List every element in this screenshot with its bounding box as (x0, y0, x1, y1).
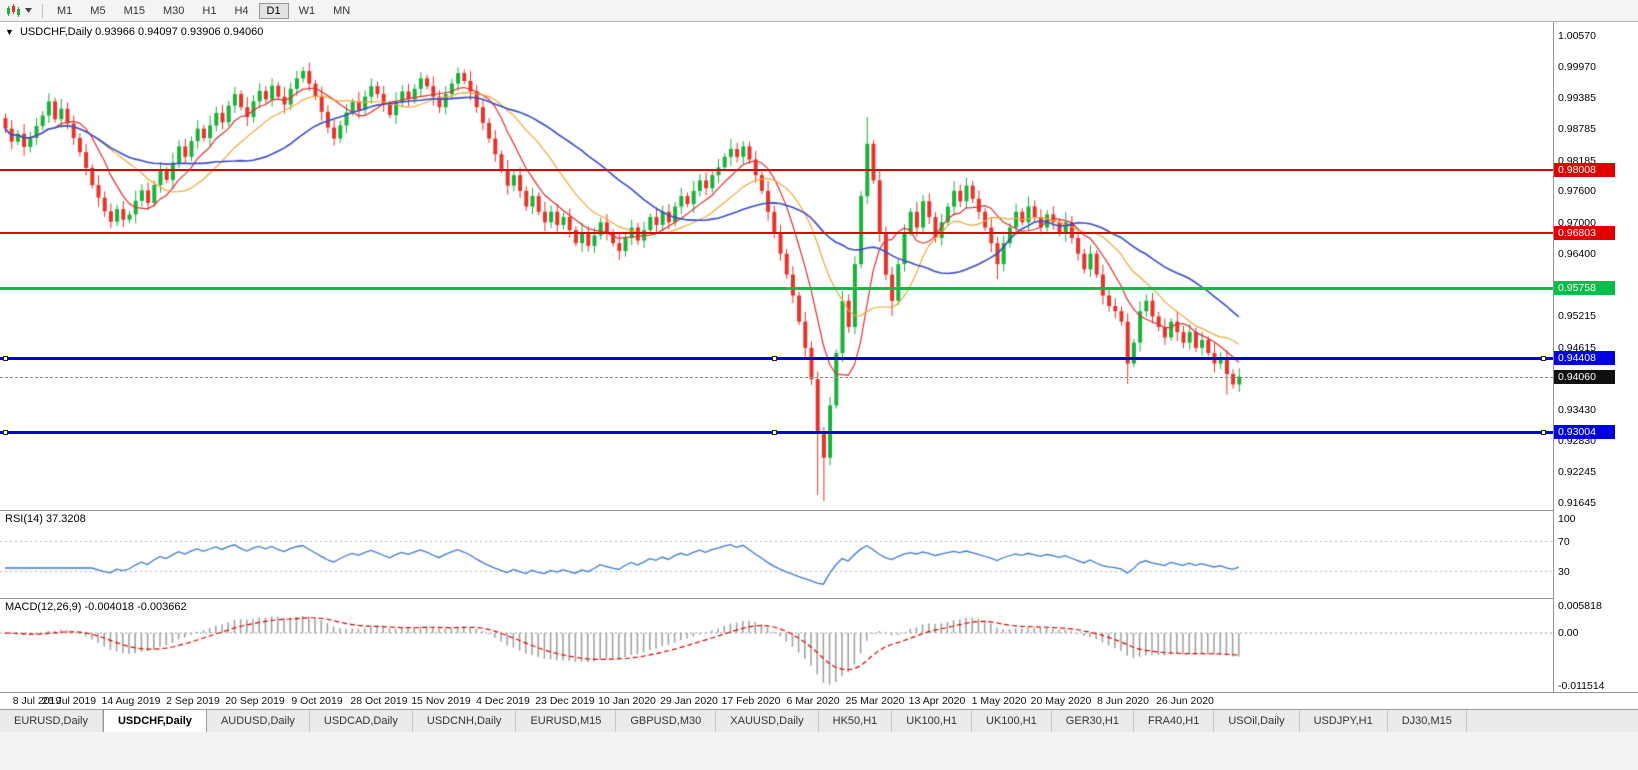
rsi-scale-label: 100 (1558, 513, 1576, 525)
hline-0.96803[interactable] (0, 232, 1553, 235)
date-axis: 8 Jul 2019 26 Jul 2019 14 Aug 2019 2 Sep 20… (0, 692, 1638, 709)
macd-pane-separator[interactable] (0, 598, 1638, 599)
tab-dj30-m15[interactable]: DJ30,M15 (1387, 710, 1467, 732)
current-price-line (0, 376, 1553, 378)
tab-eurusd-m15[interactable]: EURUSD,M15 (516, 710, 617, 732)
x-axis-label: 17 Feb 2020 (721, 695, 781, 707)
x-axis-label: 1 May 2020 (971, 695, 1027, 707)
rsi-scale-label: 70 (1558, 535, 1570, 548)
y-axis-label: 0.96400 (1558, 248, 1596, 261)
tab-usdchf-daily[interactable]: USDCHF,Daily (102, 710, 207, 732)
toolbar-separator (42, 3, 43, 18)
macd-scale-label: -0.011514 (1558, 680, 1605, 693)
y-axis-label: 0.97600 (1558, 185, 1596, 198)
tab-uk100-h1[interactable]: UK100,H1 (972, 710, 1052, 732)
timeframe-M5[interactable]: M5 (90, 4, 106, 17)
x-axis-label: 8 Jul 2019 (12, 695, 62, 707)
x-axis-label: 28 Oct 2019 (350, 695, 408, 707)
line-handle[interactable] (3, 429, 8, 435)
x-axis-label: 15 Nov 2019 (411, 695, 471, 707)
macd-pane-label: MACD(12,26,9) -0.004018 -0.003662 (5, 601, 187, 613)
timeframe-D1[interactable]: D1 (258, 2, 289, 19)
chart-area: ▼ USDCHF,Daily 0.93966 0.94097 0.93906 0… (0, 22, 1638, 709)
tab-xauusd-daily[interactable]: XAUUSD,Daily (716, 710, 819, 732)
tab-usdcnh-daily[interactable]: USDCNH,Daily (412, 710, 517, 732)
macd-scale-label: 0.00 (1558, 627, 1579, 639)
x-axis-label: 25 Mar 2020 (845, 695, 905, 707)
line-handle[interactable] (3, 356, 8, 362)
current-price-badge: 0.94060 (1554, 369, 1615, 384)
line-handle[interactable] (1541, 356, 1546, 362)
hline-0.98008[interactable] (0, 169, 1553, 172)
tab-usoil-daily[interactable]: USOil,Daily (1214, 710, 1300, 732)
price-badge-0.95758: 0.95758 (1554, 280, 1615, 295)
x-axis-label: 26 Jun 2020 (1156, 695, 1214, 707)
y-axis-label: 0.99970 (1558, 61, 1596, 74)
timeframe-MN[interactable]: MN (333, 4, 351, 17)
x-axis-label: 8 Jun 2020 (1097, 695, 1149, 707)
price-badge-0.93004: 0.93004 (1554, 424, 1615, 439)
tab-ger30-h1[interactable]: GER30,H1 (1051, 710, 1134, 732)
rsi-value: 37.3208 (45, 513, 86, 525)
x-axis-label: 13 Apr 2020 (908, 695, 966, 707)
tab-gbpusd-m30[interactable]: GBPUSD,M30 (616, 710, 717, 732)
tab-usdcad-daily[interactable]: USDCAD,Daily (309, 710, 413, 732)
timeframe-H4[interactable]: H4 (234, 4, 249, 17)
status-strip (0, 732, 1638, 770)
x-axis-label: 23 Dec 2019 (535, 695, 595, 707)
chart-type-dropdown-icon[interactable] (23, 3, 33, 19)
y-axis-label: 0.98785 (1558, 123, 1596, 136)
timeframe-M15[interactable]: M15 (123, 4, 145, 17)
line-handle[interactable] (772, 356, 777, 362)
macd-scale-label: 0.005818 (1558, 600, 1602, 612)
tab-eurusd-daily[interactable]: EURUSD,Daily (0, 710, 103, 732)
x-axis-label: 10 Jan 2020 (598, 695, 656, 707)
tab-audusd-daily[interactable]: AUDUSD,Daily (206, 710, 310, 732)
chart-type-icon[interactable] (4, 3, 22, 19)
y-axis-label: 1.00570 (1558, 30, 1596, 42)
timeframe-group: M1 M5 M15 M30 H1 H4 D1 W1 MN (48, 2, 359, 19)
chart-title: ▼ USDCHF,Daily 0.93966 0.94097 0.93906 0… (5, 26, 263, 38)
y-axis-label: 0.97000 (1558, 216, 1596, 229)
timeframe-W1[interactable]: W1 (298, 4, 316, 17)
tab-hk50-h1[interactable]: HK50,H1 (818, 710, 893, 732)
x-axis-label: 4 Dec 2019 (476, 695, 530, 707)
y-axis-label: 0.91645 (1558, 497, 1596, 509)
symbol-marker-icon: ▼ (5, 27, 14, 37)
toolbar: M1 M5 M15 M30 H1 H4 D1 W1 MN (0, 0, 1638, 22)
x-axis-label: 29 Jan 2020 (660, 695, 718, 707)
x-axis-label: 2 Sep 2019 (166, 695, 220, 707)
x-axis-label: 20 May 2020 (1030, 695, 1092, 707)
x-axis-label: 9 Oct 2019 (291, 695, 343, 707)
macd-values: -0.004018 -0.003662 (84, 601, 187, 613)
x-axis-label: 6 Mar 2020 (786, 695, 840, 707)
tab-uk100-h1[interactable]: UK100,H1 (892, 710, 973, 732)
y-axis-label: 0.99385 (1558, 92, 1596, 104)
chart-ohlc-values: 0.93966 0.94097 0.93906 0.94060 (95, 26, 264, 38)
tab-fra40-h1[interactable]: FRA40,H1 (1134, 710, 1215, 732)
x-axis-label: 14 Aug 2019 (101, 695, 161, 707)
hline-0.95758[interactable] (0, 286, 1553, 290)
timeframe-H1[interactable]: H1 (202, 4, 217, 17)
timeframe-M1[interactable]: M1 (57, 4, 73, 17)
line-handle[interactable] (1541, 429, 1546, 435)
x-axis-label: 20 Sep 2019 (225, 695, 285, 707)
y-axis-label: 0.94615 (1558, 341, 1596, 354)
price-badge-0.96803: 0.96803 (1554, 226, 1615, 241)
y-axis-label: 0.93430 (1558, 403, 1596, 416)
rsi-pane-separator[interactable] (0, 510, 1638, 511)
x-axis-label: 26 Jul 2019 (41, 695, 97, 707)
line-handle[interactable] (772, 429, 777, 435)
tab-usdjpy-h1[interactable]: USDJPY,H1 (1299, 710, 1388, 732)
rsi-scale-label: 30 (1558, 565, 1570, 578)
chart-tab-bar: EURUSD,Daily USDCHF,Daily AUDUSD,Daily USDC… (0, 709, 1638, 732)
timeframe-M30[interactable]: M30 (162, 4, 185, 17)
y-axis-label: 0.95215 (1558, 310, 1596, 323)
price-badge-0.98008: 0.98008 (1554, 163, 1615, 178)
rsi-pane-label: RSI(14) 37.3208 (5, 513, 86, 525)
y-axis-label: 0.92245 (1558, 465, 1596, 478)
chart-symbol-label: USDCHF,Daily (19, 26, 93, 38)
price-badge-0.94408: 0.94408 (1554, 351, 1615, 366)
